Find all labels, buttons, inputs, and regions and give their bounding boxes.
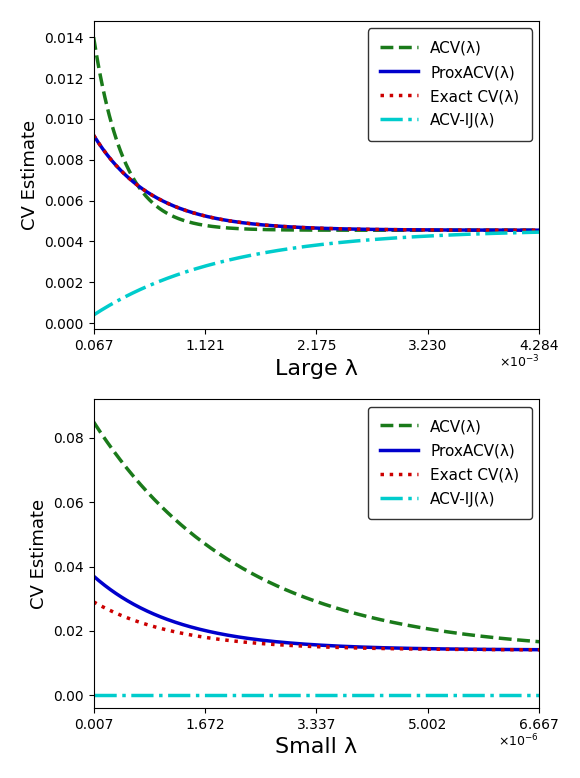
Exact CV(λ) xyxy=(412,644,419,654)
ACV(λ) xyxy=(536,637,543,647)
ProxACV(λ) xyxy=(412,644,419,654)
Exact CV(λ) xyxy=(144,620,151,629)
ACV-IJ(λ) xyxy=(235,253,242,262)
Line: ProxACV(λ): ProxACV(λ) xyxy=(93,135,539,230)
ACV(λ) xyxy=(371,226,378,235)
Exact CV(λ) xyxy=(90,131,97,140)
ACV-IJ(λ) xyxy=(412,690,419,699)
ProxACV(λ) xyxy=(536,226,543,235)
ACV(λ) xyxy=(371,614,378,623)
Exact CV(λ) xyxy=(267,221,274,230)
Exact CV(λ) xyxy=(412,225,419,234)
Y-axis label: CV Estimate: CV Estimate xyxy=(30,499,48,608)
Exact CV(λ) xyxy=(90,598,97,607)
ACV(λ) xyxy=(536,226,543,235)
Legend: ACV(λ), ProxACV(λ), Exact CV(λ), ACV-IJ(λ): ACV(λ), ProxACV(λ), Exact CV(λ), ACV-IJ(… xyxy=(368,407,532,519)
ACV-IJ(λ) xyxy=(267,690,274,699)
ACV-IJ(λ) xyxy=(144,690,151,699)
Legend: ACV(λ), ProxACV(λ), Exact CV(λ), ACV-IJ(λ): ACV(λ), ProxACV(λ), Exact CV(λ), ACV-IJ(… xyxy=(368,29,532,141)
ACV-IJ(λ) xyxy=(536,690,543,699)
ACV-IJ(λ) xyxy=(414,690,421,699)
Exact CV(λ) xyxy=(371,643,378,653)
ACV(λ) xyxy=(90,33,97,42)
Exact CV(λ) xyxy=(536,226,543,235)
Line: Exact CV(λ): Exact CV(λ) xyxy=(93,135,539,230)
Exact CV(λ) xyxy=(371,225,378,234)
ACV(λ) xyxy=(90,417,97,426)
ACV(λ) xyxy=(414,226,421,235)
ACV-IJ(λ) xyxy=(235,690,242,699)
ACV-IJ(λ) xyxy=(90,310,97,320)
ACV-IJ(λ) xyxy=(536,227,543,237)
ACV(λ) xyxy=(267,578,274,587)
Exact CV(λ) xyxy=(267,640,274,649)
ProxACV(λ) xyxy=(371,225,378,234)
Text: $\times10^{-3}$: $\times10^{-3}$ xyxy=(499,354,539,370)
ACV(λ) xyxy=(144,193,151,202)
ProxACV(λ) xyxy=(414,225,421,234)
ACV(λ) xyxy=(235,562,242,571)
Y-axis label: CV Estimate: CV Estimate xyxy=(21,120,39,230)
ProxACV(λ) xyxy=(90,131,97,140)
Exact CV(λ) xyxy=(414,644,421,654)
ProxACV(λ) xyxy=(144,187,151,197)
ProxACV(λ) xyxy=(235,218,242,227)
Exact CV(λ) xyxy=(235,637,242,647)
X-axis label: Small λ: Small λ xyxy=(276,738,357,757)
X-axis label: Large λ: Large λ xyxy=(275,359,358,379)
ACV(λ) xyxy=(412,226,419,235)
Exact CV(λ) xyxy=(144,187,151,197)
ACV-IJ(λ) xyxy=(414,232,421,241)
ProxACV(λ) xyxy=(235,633,242,642)
ProxACV(λ) xyxy=(267,636,274,646)
Line: ProxACV(λ): ProxACV(λ) xyxy=(93,576,539,650)
ProxACV(λ) xyxy=(414,644,421,654)
ACV-IJ(λ) xyxy=(267,247,274,257)
ACV(λ) xyxy=(235,224,242,233)
ACV-IJ(λ) xyxy=(144,282,151,291)
Exact CV(λ) xyxy=(536,645,543,654)
Line: Exact CV(λ): Exact CV(λ) xyxy=(93,602,539,650)
ACV(λ) xyxy=(267,225,274,234)
ProxACV(λ) xyxy=(536,645,543,654)
Line: ACV(λ): ACV(λ) xyxy=(93,422,539,642)
Exact CV(λ) xyxy=(235,218,242,227)
ProxACV(λ) xyxy=(144,606,151,615)
Line: ACV-IJ(λ): ACV-IJ(λ) xyxy=(93,232,539,315)
ProxACV(λ) xyxy=(371,643,378,652)
Line: ACV(λ): ACV(λ) xyxy=(93,37,539,230)
ProxACV(λ) xyxy=(90,572,97,581)
ACV-IJ(λ) xyxy=(90,690,97,699)
ACV(λ) xyxy=(412,622,419,631)
ProxACV(λ) xyxy=(412,225,419,234)
Exact CV(λ) xyxy=(414,225,421,234)
ACV-IJ(λ) xyxy=(412,232,419,241)
ACV-IJ(λ) xyxy=(371,690,378,699)
ACV(λ) xyxy=(144,487,151,496)
Text: $\times10^{-6}$: $\times10^{-6}$ xyxy=(498,733,539,749)
ProxACV(λ) xyxy=(267,221,274,230)
ACV(λ) xyxy=(414,622,421,632)
ACV-IJ(λ) xyxy=(371,235,378,244)
